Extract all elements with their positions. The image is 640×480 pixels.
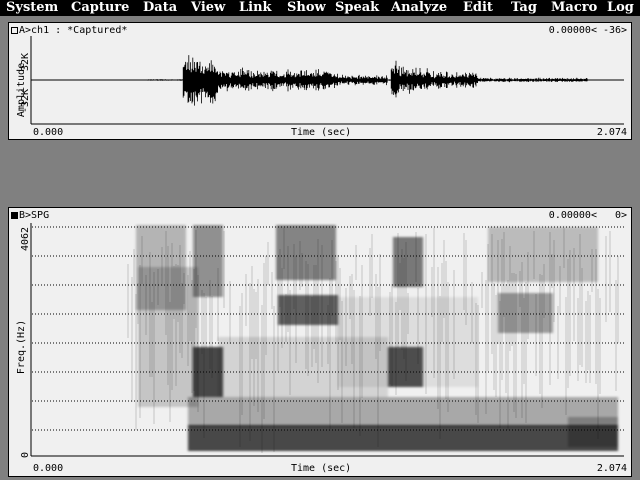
menu-bar: System Capture Data View Link Show Speak… [0, 0, 640, 16]
spectrogram-panel: B>SPG 0.00000< 0> Freq.(Hz) 4062 0 0.000… [8, 207, 632, 477]
spectrogram-title-bar[interactable]: B>SPG [11, 210, 49, 221]
menu-show[interactable]: Show [287, 0, 326, 15]
waveform-title: A>ch1 : *Captured* [19, 25, 128, 36]
spectrogram-energy-region [188, 425, 618, 451]
menu-link[interactable]: Link [239, 0, 272, 15]
menu-edit[interactable]: Edit [463, 0, 493, 15]
spectrogram-energy [136, 225, 618, 451]
menu-tag[interactable]: Tag [511, 0, 537, 15]
spectrogram-energy-region [393, 237, 423, 287]
spectrogram-cursor-time: 0.00000< [548, 210, 597, 221]
spectrogram-energy-region [138, 267, 198, 407]
spectrogram-x-axis-label: Time (sec) [291, 463, 352, 474]
spectrogram-cursor-readout: 0.00000< 0> [549, 210, 627, 221]
menu-speak[interactable]: Speak [335, 0, 380, 15]
spectrogram-x-start: 0.000 [33, 463, 64, 474]
spectrogram-energy-region [498, 293, 553, 333]
waveform-plot[interactable] [8, 22, 632, 140]
menu-data[interactable]: Data [143, 0, 178, 15]
spectrogram-harmonics [127, 228, 619, 453]
spectrogram-energy-region [276, 225, 336, 280]
menu-log[interactable]: Log [607, 0, 634, 15]
waveform-cursor-time: 0.00000< [548, 25, 597, 36]
panel-a-square-icon[interactable] [11, 27, 18, 34]
spectrogram-energy-region [188, 397, 618, 427]
panel-b-square-icon[interactable] [11, 212, 18, 219]
waveform-x-axis-label: Time (sec) [291, 127, 352, 138]
waveform-cursor-readout: 0.00000< -36> [549, 25, 627, 36]
waveform-trace [147, 55, 588, 106]
spectrogram-energy-region [488, 227, 598, 282]
waveform-signal [147, 55, 588, 106]
waveform-cursor-value: -36> [603, 25, 628, 36]
waveform-panel: A>ch1 : *Captured* 0.00000< -36> Amplitu… [8, 22, 632, 140]
waveform-x-end: 2.074 [596, 127, 627, 138]
menu-analyze[interactable]: Analyze [391, 0, 448, 15]
menu-macro[interactable]: Macro [551, 0, 598, 15]
spectrogram-striations [127, 228, 619, 453]
spectrogram-cursor-value: 0> [614, 210, 627, 221]
spectrogram-x-end: 2.074 [596, 463, 627, 474]
menu-view[interactable]: View [191, 0, 226, 15]
spectrogram-energy-region [568, 417, 618, 447]
waveform-title-bar[interactable]: A>ch1 : *Captured* [11, 25, 127, 36]
spectrogram-title: B>SPG [19, 210, 50, 221]
menu-system[interactable]: System [6, 0, 59, 15]
spectrogram-energy-region [278, 295, 338, 325]
menu-capture[interactable]: Capture [71, 0, 130, 15]
spectrogram-plot[interactable] [8, 207, 632, 477]
spectrogram-image [127, 225, 619, 453]
waveform-x-start: 0.000 [33, 127, 64, 138]
